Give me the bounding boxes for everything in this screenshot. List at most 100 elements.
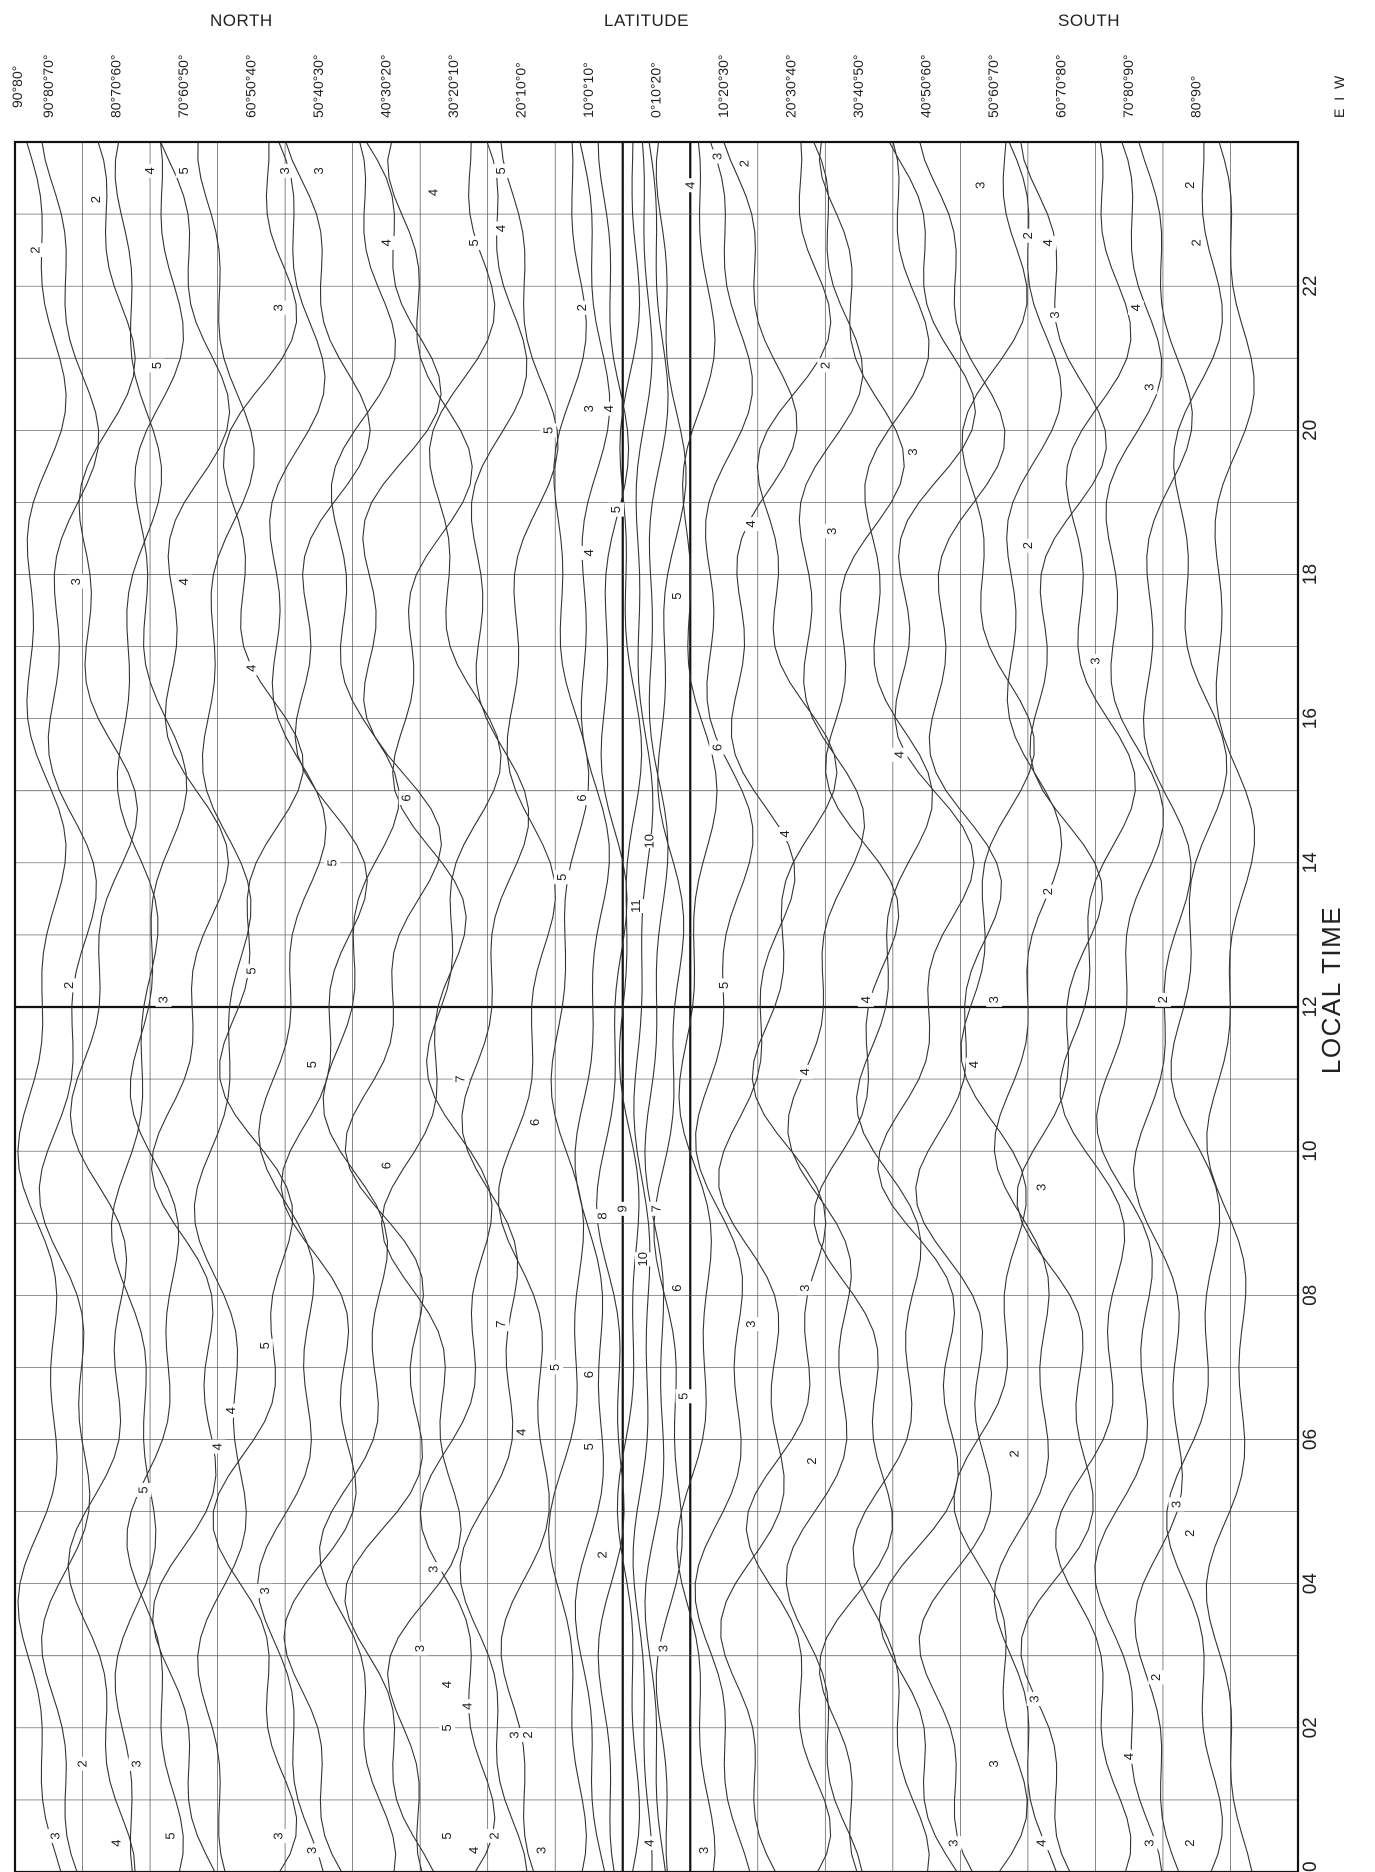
contour-label-bg — [580, 401, 597, 416]
contour-label: 3 — [304, 1847, 319, 1854]
y-tick-label: 00 — [1300, 1861, 1321, 1872]
contour-label: 4 — [1121, 1753, 1136, 1760]
contour-label-bg — [493, 221, 510, 236]
contour-label: 3 — [507, 1731, 522, 1738]
contour-label-bg — [1181, 1526, 1198, 1541]
contour-label-bg — [574, 790, 591, 805]
contour-label: 6 — [709, 744, 724, 751]
contour-label-bg — [277, 163, 294, 178]
header-north: NORTH — [210, 11, 273, 30]
contour-label: 3 — [534, 1847, 549, 1854]
contour-line — [1132, 141, 1193, 1872]
contour-label-bg — [574, 300, 591, 315]
contour-label-bg — [716, 978, 733, 993]
contour-label: 4 — [439, 1681, 454, 1688]
contour-label: 4 — [513, 1429, 528, 1436]
y-tick-labels: 00 02 04 06 08 10 12 14 16 18 20 22 — [1300, 276, 1321, 1872]
column-label: 90°80° — [9, 66, 25, 108]
contour-label-bg — [540, 423, 557, 438]
column-label: 70°80°90° — [1120, 54, 1136, 118]
contour-label-bg — [1087, 654, 1104, 668]
contour-label-bg — [1181, 178, 1198, 193]
contour-label: 2 — [1148, 1674, 1163, 1681]
contour-label: 9 — [615, 1205, 630, 1212]
contour-label: 5 — [439, 1724, 454, 1731]
contour-label-bg — [88, 192, 105, 207]
contour-label-bg — [506, 1728, 523, 1743]
contour-label-bg — [493, 163, 510, 178]
contour-label-bg — [1127, 300, 1144, 315]
contour-label: 5 — [439, 1832, 454, 1839]
contour-label: 3 — [277, 167, 292, 174]
contour-label-bg — [493, 1317, 510, 1332]
column-label: 50°60°70° — [985, 54, 1001, 118]
contour-label-bg — [736, 156, 753, 171]
contour-line — [1094, 141, 1164, 1872]
contour-label-bg — [580, 545, 597, 560]
contour-label: 3 — [270, 304, 285, 311]
contour-line — [694, 141, 754, 1872]
contour-label: 4 — [642, 1840, 657, 1847]
contour-label-bg — [1181, 1836, 1198, 1851]
contour-label-bg — [695, 1843, 712, 1858]
contour-label-bg — [1168, 1497, 1185, 1512]
header-latitude: LATITUDE — [604, 11, 689, 30]
contour-label: 3 — [986, 1760, 1001, 1767]
contour-label-bg — [641, 834, 658, 849]
contour-label: 2 — [1189, 239, 1204, 246]
contour-label: 3 — [426, 1566, 441, 1573]
contour-line — [877, 141, 976, 1872]
contour-label-bg — [682, 178, 699, 193]
contour-label-bg — [398, 790, 415, 805]
contour-label-bg — [743, 517, 760, 532]
contour-label-bg — [709, 740, 726, 755]
contour-label: 5 — [608, 506, 623, 513]
contour-label: 2 — [1182, 1530, 1197, 1537]
contour-label: 5 — [324, 859, 339, 866]
contour-label-bg — [256, 1583, 273, 1598]
contour-label: 2 — [75, 1760, 90, 1767]
contour-label: 4 — [378, 239, 393, 246]
contour-label: 4 — [601, 405, 616, 412]
contour-label: 3 — [270, 1832, 285, 1839]
contour-line — [745, 141, 838, 1872]
contour-label-bg — [304, 1057, 321, 1072]
contour-label-bg — [857, 992, 874, 1007]
contour-lines — [17, 141, 1255, 1872]
contour-label: 3 — [986, 996, 1001, 1003]
contour-label-bg — [1188, 235, 1205, 250]
y-tick-label: 04 — [1300, 1573, 1321, 1595]
contour-label-bg — [1040, 235, 1057, 250]
contour-line — [126, 141, 188, 1872]
contour-label-bg — [486, 1828, 503, 1843]
contour-label-bg — [824, 524, 841, 539]
contour-label-bg — [304, 1843, 321, 1858]
contour-label: 3 — [797, 1285, 812, 1292]
contour-label-bg — [668, 589, 685, 604]
contour-label: 4 — [108, 1840, 123, 1847]
contour-label: 2 — [736, 160, 751, 167]
contour-label-bg — [270, 1828, 287, 1843]
contour-label-bg — [439, 1828, 456, 1843]
contour-label-bg — [965, 1057, 982, 1072]
contour-label: 4 — [223, 1407, 238, 1414]
contour-label: 6 — [399, 794, 414, 801]
contour-label-bg — [135, 1482, 152, 1497]
contour-label: 4 — [426, 189, 441, 196]
contour-label-bg — [1141, 380, 1158, 395]
contour-label: 3 — [1168, 1501, 1183, 1508]
column-label: 70°60°50° — [175, 54, 191, 118]
contour-label: 4 — [1040, 239, 1055, 246]
contour-line — [915, 141, 1006, 1872]
contour-line — [616, 141, 643, 1872]
contour-label-bg — [108, 1836, 125, 1851]
contour-label: 5 — [547, 1364, 562, 1371]
y-tick-label: 14 — [1300, 852, 1321, 874]
contour-line — [419, 141, 502, 1872]
contour-label: 2 — [61, 982, 76, 989]
column-label: 40°30°20° — [377, 54, 393, 118]
contour-label: 4 — [797, 1068, 812, 1075]
contour-line — [257, 141, 327, 1872]
contour-label-bg — [1148, 1670, 1165, 1685]
